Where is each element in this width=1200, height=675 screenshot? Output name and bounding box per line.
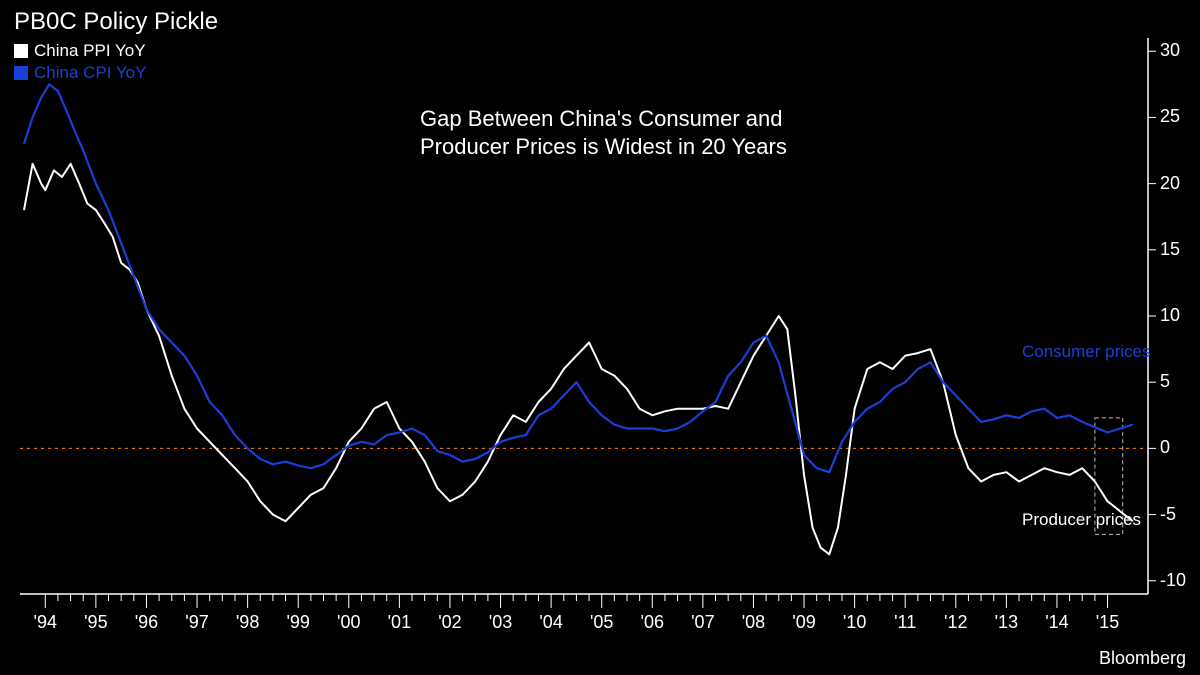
x-tick-label: '02 xyxy=(438,612,461,633)
y-tick-label: 0 xyxy=(1160,437,1170,458)
x-tick-label: '00 xyxy=(337,612,360,633)
x-tick-label: '14 xyxy=(1045,612,1068,633)
x-tick-label: '11 xyxy=(894,612,916,633)
x-tick-label: '04 xyxy=(539,612,562,633)
x-tick-label: '03 xyxy=(489,612,512,633)
y-tick-label: 20 xyxy=(1160,173,1180,194)
x-tick-label: '98 xyxy=(236,612,259,633)
x-tick-label: '01 xyxy=(388,612,411,633)
x-tick-label: '97 xyxy=(185,612,208,633)
x-tick-label: '95 xyxy=(84,612,107,633)
x-tick-label: '94 xyxy=(34,612,57,633)
series-line xyxy=(24,164,1133,555)
x-tick-label: '10 xyxy=(843,612,866,633)
x-tick-label: '09 xyxy=(792,612,815,633)
y-tick-label: 5 xyxy=(1160,371,1170,392)
y-tick-label: 25 xyxy=(1160,106,1180,127)
source-label: Bloomberg xyxy=(1099,648,1186,669)
series-inline-label: Producer prices xyxy=(1022,510,1141,530)
x-tick-label: '06 xyxy=(641,612,664,633)
x-tick-label: '96 xyxy=(135,612,158,633)
x-tick-label: '12 xyxy=(944,612,967,633)
y-tick-label: 10 xyxy=(1160,305,1180,326)
y-tick-label: -5 xyxy=(1160,504,1176,525)
y-tick-label: 30 xyxy=(1160,40,1180,61)
y-tick-label: -10 xyxy=(1160,570,1186,591)
x-tick-label: '08 xyxy=(742,612,765,633)
y-tick-label: 15 xyxy=(1160,239,1180,260)
chart-title: PB0C Policy Pickle xyxy=(0,0,1200,36)
series-line xyxy=(24,84,1133,472)
x-tick-label: '15 xyxy=(1096,612,1119,633)
x-tick-label: '99 xyxy=(286,612,309,633)
series-inline-label: Consumer prices xyxy=(1022,342,1151,362)
x-tick-label: '13 xyxy=(995,612,1018,633)
x-tick-label: '07 xyxy=(691,612,714,633)
x-tick-label: '05 xyxy=(590,612,613,633)
